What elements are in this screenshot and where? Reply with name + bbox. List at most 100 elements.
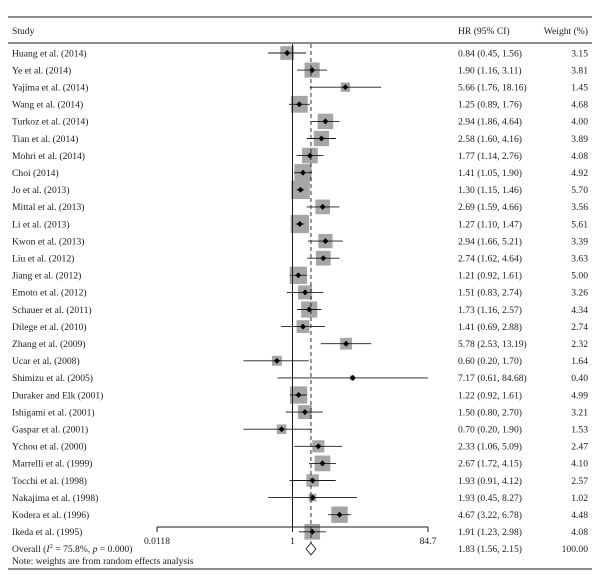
study-label: Ychou et al. (2000) (12, 442, 87, 453)
weight-value: 5.00 (571, 271, 588, 282)
header-study: Study (12, 26, 35, 37)
point-estimate (319, 460, 326, 467)
hr-ci-value: 1.30 (1.15, 1.46) (458, 185, 522, 196)
hr-ci-value: 1.51 (0.83, 2.74) (458, 288, 522, 299)
hr-ci-value: 0.60 (0.20, 1.70) (458, 356, 522, 367)
weight-value: 0.40 (571, 373, 588, 384)
point-estimate (349, 374, 356, 381)
study-labels: Huang et al. (2014) Ye et al. (2014) Yajim… (12, 48, 103, 538)
hr-ci-value: 5.66 (1.76, 18.16) (458, 83, 527, 94)
hr-ci-value: 5.78 (2.53, 13.19) (458, 339, 527, 350)
study-label: Ikeda et al. (1995) (12, 527, 82, 538)
weight-value: 4.48 (571, 510, 588, 521)
weight-value: 1.02 (571, 493, 588, 504)
weight-value: 1.53 (571, 425, 588, 436)
hr-ci-value: 1.27 (1.10, 1.47) (458, 219, 522, 230)
study-label: Tocchi et al. (1998) (12, 476, 87, 487)
hr-ci-value: 1.41 (1.05, 1.90) (458, 168, 522, 179)
study-label: Duraker and Elk (2001) (12, 390, 103, 401)
study-label: Gaspar et al. (2001) (12, 425, 88, 436)
study-label: Ishigami et al. (2001) (12, 407, 95, 418)
weight-value: 4.08 (571, 151, 588, 162)
weight-value: 3.21 (571, 407, 588, 418)
point-estimate (343, 340, 350, 347)
study-label: Tian et al. (2014) (12, 134, 78, 145)
study-label: Kodera et al. (1996) (12, 510, 89, 521)
weight-value: 3.63 (571, 254, 588, 265)
point-estimate (273, 357, 280, 364)
point-estimate (297, 186, 304, 193)
study-label: Dilege et al. (2010) (12, 322, 87, 333)
weight-value: 4.00 (571, 117, 588, 128)
x-tick-label: 0.0118 (144, 536, 170, 547)
weight-value: 3.39 (571, 236, 588, 247)
hr-ci-value: 1.90 (1.16, 3.11) (458, 65, 522, 76)
hr-ci-value: 0.70 (0.20, 1.90) (458, 425, 522, 436)
header-weight: Weight (%) (544, 26, 588, 37)
weight-value: 3.26 (571, 288, 588, 299)
weight-value: 4.08 (571, 527, 588, 538)
weight-value: 4.68 (571, 100, 588, 111)
point-estimate (302, 289, 309, 296)
study-label: Shimizu et al. (2005) (12, 373, 93, 384)
study-label: Huang et al. (2014) (12, 48, 87, 59)
x-axis-ticks: 0.0118 1 84.7 (144, 527, 437, 547)
overall-label: Overall (I2 = 75.8%, p = 0.000) (12, 543, 132, 555)
x-tick-label: 1 (290, 536, 295, 547)
hr-ci-value: 1.22 (0.92, 1.61) (458, 390, 522, 401)
x-tick-label: 84.7 (420, 536, 437, 547)
overall-diamond (305, 542, 317, 556)
hr-ci-value: 1.91 (1.23, 2.98) (458, 527, 522, 538)
weight-value: 3.89 (571, 134, 588, 145)
study-label: Ucar et al. (2008) (12, 356, 80, 367)
weight-value: 3.15 (571, 48, 588, 59)
weight-squares (271, 46, 356, 540)
study-label: Liu et al. (2012) (12, 254, 74, 265)
weight-value: 5.70 (571, 185, 588, 196)
hr-ci-value: 2.94 (1.66, 5.21) (458, 236, 522, 247)
study-label: Jo et al. (2013) (12, 185, 70, 196)
ci-lines (243, 52, 428, 533)
study-label: Yajima et al. (2014) (12, 83, 88, 94)
weight-value: 4.34 (571, 305, 588, 316)
point-estimate (320, 255, 327, 262)
hr-ci-value: 2.58 (1.60, 4.16) (458, 134, 522, 145)
point-estimate (322, 238, 329, 245)
weight-value: 1.45 (571, 83, 588, 94)
weight-value: 2.57 (571, 476, 588, 487)
point-estimate (318, 135, 325, 142)
point-estimate (278, 426, 285, 433)
study-label: Mittal et al. (2013) (12, 202, 84, 213)
hr-ci-value: 2.74 (1.62, 4.64) (458, 254, 522, 265)
hr-ci-value: 1.25 (0.89, 1.76) (458, 100, 522, 111)
point-estimate (296, 221, 303, 227)
footnote: Note: weights are from random effects an… (12, 556, 194, 567)
hr-ci-value: 2.33 (1.06, 5.09) (458, 442, 522, 453)
weight-value: 3.81 (571, 65, 588, 76)
study-label: Mohri et al. (2014) (12, 151, 85, 162)
hr-ci-value: 1.93 (0.91, 4.12) (458, 476, 522, 487)
weight-value: 1.64 (571, 356, 588, 367)
study-label: Wang et al. (2014) (12, 100, 83, 111)
hr-ci-value: 2.67 (1.72, 4.15) (458, 459, 522, 470)
study-label: Choi (2014) (12, 168, 59, 179)
overall-hr-ci: 1.83 (1.56, 2.15) (458, 544, 522, 555)
header-hr: HR (95% CI) (458, 26, 510, 37)
hr-ci-value: 2.69 (1.59, 4.66) (458, 202, 522, 213)
study-label: Nakajima et al. (1998) (12, 493, 98, 504)
weight-value: 2.47 (571, 442, 588, 453)
hr-ci-value: 0.84 (0.45, 1.56) (458, 48, 522, 59)
point-estimate (306, 152, 313, 159)
weight-values: 3.15 3.81 1.45 4.68 4.00 3.89 4.08 4.92 5.70 3.56… (571, 48, 588, 538)
study-label: Turkoz et al. (2014) (12, 117, 88, 128)
study-label: Emoto et al. (2012) (12, 288, 87, 299)
hr-ci-value: 1.73 (1.16, 2.57) (458, 305, 522, 316)
weight-value: 2.74 (571, 322, 588, 333)
study-label: Kwon et al. (2013) (12, 236, 84, 247)
study-label: Li et al. (2013) (12, 219, 70, 230)
overall-weight: 100.00 (562, 544, 589, 555)
hr-ci-value: 1.50 (0.80, 2.70) (458, 407, 522, 418)
weight-value: 5.61 (571, 219, 588, 230)
hr-ci-value: 2.94 (1.86, 4.64) (458, 117, 522, 128)
